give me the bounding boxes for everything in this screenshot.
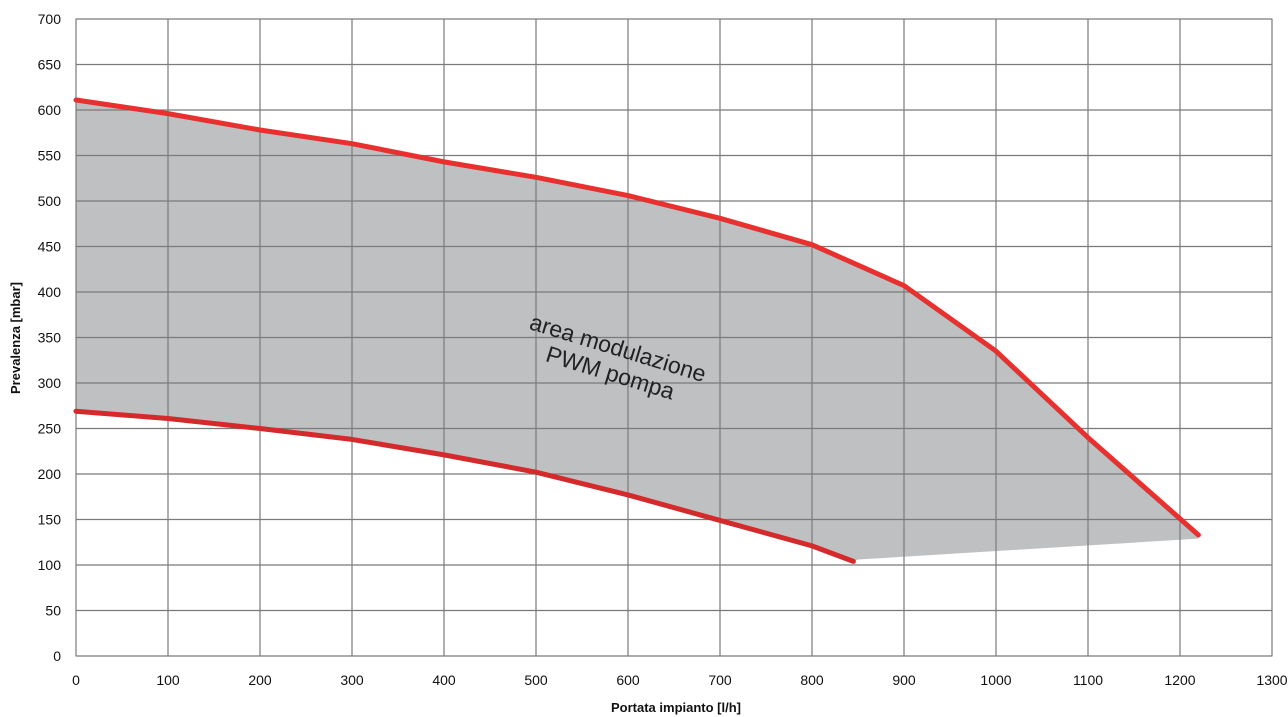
x-tick-label: 600 xyxy=(616,672,640,688)
x-tick-label: 300 xyxy=(340,672,364,688)
x-axis-title: Portata impianto [l/h] xyxy=(611,700,741,715)
y-tick-label: 350 xyxy=(38,330,62,346)
x-tick-label: 700 xyxy=(708,672,732,688)
x-tick-label: 100 xyxy=(156,672,180,688)
tick-labels: 0 100 200 300 400 500 600 700 800 900 1000 1100 1200… xyxy=(38,11,1288,688)
y-tick-label: 100 xyxy=(38,557,62,573)
modulation-area xyxy=(76,99,1199,562)
y-tick-label: 150 xyxy=(38,512,62,528)
x-tick-label: 500 xyxy=(524,672,548,688)
y-tick-label: 500 xyxy=(38,193,62,209)
x-tick-label: 800 xyxy=(800,672,824,688)
x-tick-label: 1100 xyxy=(1073,672,1103,688)
y-tick-label: 250 xyxy=(38,421,62,437)
y-tick-label: 50 xyxy=(45,603,61,619)
y-axis-title: Prevalenza [mbar] xyxy=(8,282,23,394)
y-tick-label: 550 xyxy=(38,148,62,164)
lower-curve xyxy=(73,408,856,564)
y-tick-label: 450 xyxy=(38,239,62,255)
y-tick-label: 600 xyxy=(38,102,62,118)
x-tick-label: 1200 xyxy=(1164,672,1195,688)
y-tick-label: 0 xyxy=(53,648,61,664)
x-tick-label: 1000 xyxy=(980,672,1011,688)
x-tick-label: 1300 xyxy=(1256,672,1287,688)
x-tick-label: 900 xyxy=(892,672,916,688)
series-layer xyxy=(73,97,1201,564)
x-tick-label: 200 xyxy=(248,672,272,688)
y-tick-label: 200 xyxy=(38,466,62,482)
x-tick-label: 0 xyxy=(72,672,80,688)
x-tick-label: 400 xyxy=(432,672,456,688)
y-tick-label: 700 xyxy=(38,11,62,27)
y-tick-label: 400 xyxy=(38,284,62,300)
y-tick-label: 300 xyxy=(38,375,62,391)
upper-curve xyxy=(73,97,1201,538)
y-tick-label: 650 xyxy=(38,57,62,73)
modulation-band xyxy=(76,99,1199,562)
